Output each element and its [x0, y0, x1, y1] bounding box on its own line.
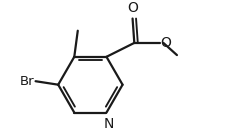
Text: Br: Br [20, 75, 35, 88]
Text: N: N [103, 117, 113, 131]
Text: O: O [160, 36, 171, 50]
Text: O: O [127, 1, 137, 15]
